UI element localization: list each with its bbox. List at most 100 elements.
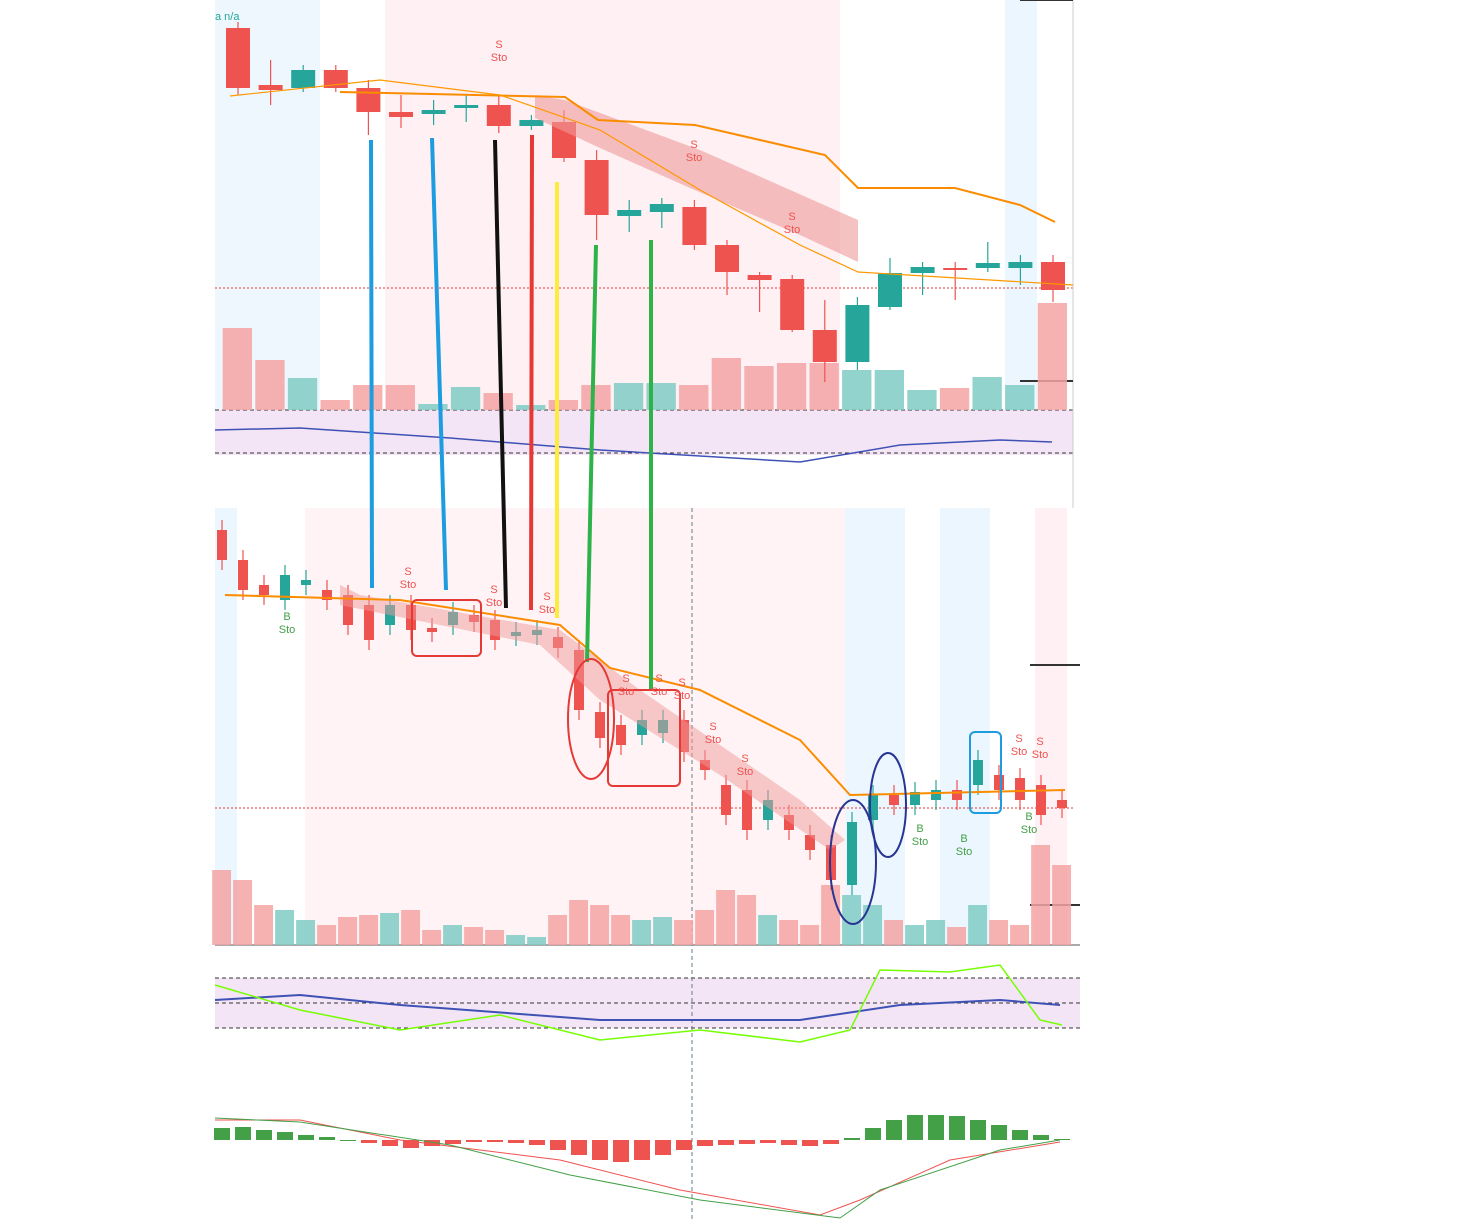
candle-body	[1057, 800, 1067, 808]
candle-body	[421, 110, 446, 114]
histogram-bar	[907, 1115, 923, 1140]
signal-side: B	[283, 611, 290, 623]
histogram-bar	[487, 1140, 503, 1142]
histogram-bar	[718, 1140, 734, 1145]
signal-label: Sto	[737, 766, 754, 778]
volume-bar	[758, 915, 778, 945]
volume-bar	[613, 383, 644, 410]
signal-side: S	[495, 39, 502, 51]
signal-label: Sto	[1021, 824, 1038, 836]
volume-bar	[485, 930, 505, 945]
histogram-bar	[949, 1116, 965, 1140]
candle-body	[952, 790, 962, 800]
candle-body	[784, 815, 794, 830]
histogram-bar	[298, 1135, 314, 1140]
candle-body	[584, 160, 609, 215]
histogram-bar	[592, 1140, 608, 1160]
candle-body	[910, 267, 935, 273]
candle-body	[994, 775, 1004, 790]
signal-side: S	[543, 591, 550, 603]
candle-body	[931, 790, 941, 800]
volume-bar	[275, 910, 295, 945]
signal-side: S	[678, 677, 685, 689]
candle-body	[486, 105, 511, 126]
volume-bar	[800, 925, 820, 945]
signal-side: S	[788, 211, 795, 223]
histogram-bar	[340, 1140, 356, 1141]
signal-side: S	[1015, 733, 1022, 745]
volume-bar	[548, 400, 579, 410]
histogram-bar	[508, 1140, 524, 1143]
volume-bar	[926, 920, 946, 945]
volume-bar	[809, 363, 839, 410]
candle-body	[389, 112, 413, 117]
histogram-bar	[760, 1140, 776, 1143]
histogram-bar	[235, 1127, 251, 1140]
candle-body	[845, 305, 870, 362]
candle-body	[617, 210, 642, 216]
candle-body	[364, 605, 374, 640]
volume-bar	[548, 915, 568, 945]
histogram-bar	[781, 1140, 797, 1145]
volume-bar	[968, 905, 988, 945]
histogram-bar	[1012, 1130, 1028, 1140]
signal-side: S	[622, 673, 629, 685]
volume-bar	[255, 360, 285, 410]
candle-body	[812, 330, 837, 362]
volume-bar	[632, 920, 652, 945]
candle-body	[889, 795, 899, 805]
signal-label: Sto	[651, 686, 668, 698]
volume-bar	[863, 905, 883, 945]
volume-bar	[317, 925, 337, 945]
candle-body	[1015, 778, 1025, 800]
candle-body	[291, 70, 316, 88]
volume-bar	[842, 370, 872, 410]
signal-label: Sto	[400, 579, 417, 591]
histogram-bar	[613, 1140, 629, 1162]
volume-bar	[527, 937, 547, 945]
signal-side: B	[960, 833, 967, 845]
candle-body	[847, 822, 857, 885]
histogram-bar	[466, 1140, 482, 1142]
histogram-bar	[676, 1140, 692, 1150]
candle-body	[258, 85, 283, 90]
volume-bar	[779, 920, 799, 945]
volume-bar	[222, 328, 253, 410]
volume-bar	[711, 358, 742, 410]
candle-body	[868, 795, 878, 820]
candle-body	[682, 207, 707, 245]
volume-bar	[842, 895, 862, 945]
histogram-bar	[865, 1128, 881, 1140]
volume-bar	[422, 930, 442, 945]
candle-body	[616, 725, 626, 745]
candle-body	[301, 580, 311, 585]
volume-bar	[483, 393, 513, 410]
histogram-bar	[424, 1140, 440, 1146]
volume-bar	[737, 895, 757, 945]
candle-body	[910, 792, 920, 805]
volume-bar	[254, 905, 274, 945]
volume-bar	[972, 377, 1002, 410]
volume-bar	[506, 935, 526, 945]
histogram-bar	[928, 1115, 944, 1140]
volume-bar	[776, 363, 807, 410]
candle-body	[715, 245, 739, 272]
signal-label: Sto	[956, 846, 973, 858]
candle-body	[519, 120, 544, 126]
volume-bar	[674, 920, 694, 945]
candle-body	[343, 595, 353, 625]
signal-label: Sto	[686, 152, 703, 164]
signal-label: Sto	[705, 734, 722, 746]
volume-bar	[1010, 925, 1030, 945]
histogram-bar	[1054, 1139, 1070, 1140]
histogram-bar	[382, 1140, 398, 1146]
volume-bar	[874, 370, 905, 410]
signal-label: Sto	[491, 52, 508, 64]
volume-bar	[1037, 303, 1068, 410]
histogram-bar	[739, 1140, 755, 1144]
histogram-bar	[655, 1140, 671, 1155]
histogram-bar	[529, 1140, 545, 1145]
overlays	[214, 79, 1074, 1219]
candle-body	[742, 790, 752, 830]
